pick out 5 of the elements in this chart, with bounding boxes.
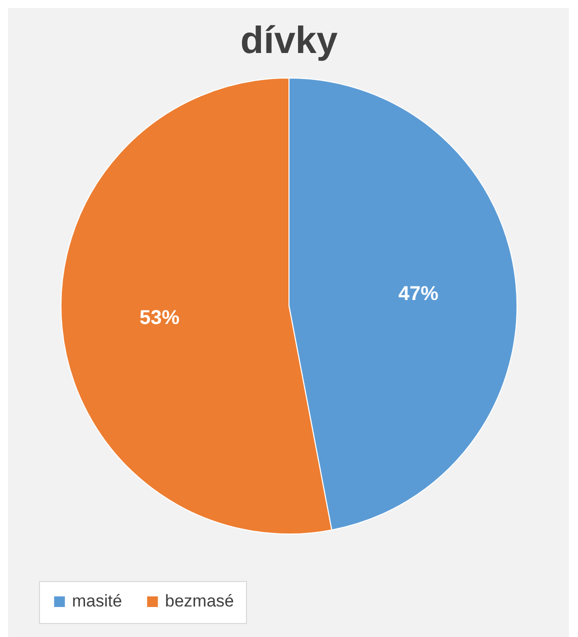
chart-title: dívky	[240, 20, 338, 62]
data-label: 53%	[140, 307, 180, 330]
data-label: 47%	[398, 282, 439, 305]
legend-label: bezmasé	[165, 592, 234, 611]
legend-label: masité	[72, 592, 122, 611]
